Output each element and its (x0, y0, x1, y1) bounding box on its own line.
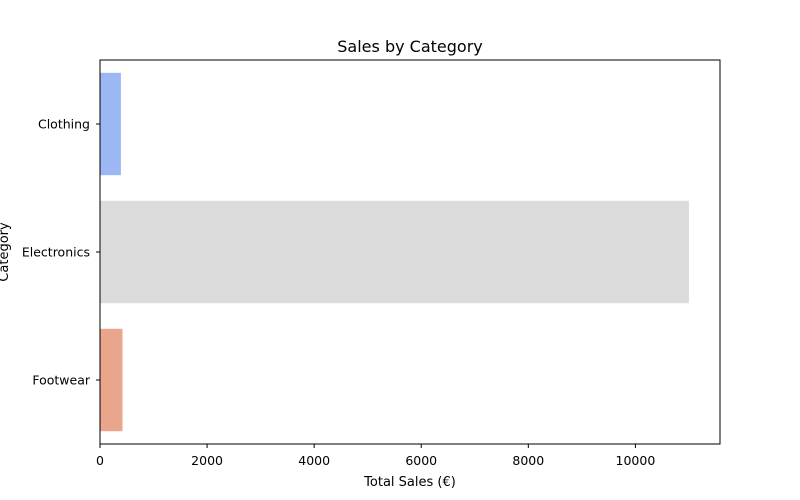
y-tick-label-electronics: Electronics (22, 245, 90, 260)
bar-footwear (100, 328, 123, 432)
y-tick-label-footwear: Footwear (32, 373, 91, 388)
x-tick-label: 8000 (512, 453, 544, 468)
x-tick-label: 2000 (191, 453, 223, 468)
x-tick-label: 4000 (298, 453, 330, 468)
bars-group (100, 72, 689, 432)
x-tick-label: 0 (96, 453, 104, 468)
x-tick-label: 10000 (616, 453, 656, 468)
chart-title: Sales by Category (337, 37, 482, 56)
y-axis-ticks: Clothing Electronics Footwear (22, 117, 100, 388)
y-axis-label: Category (0, 222, 12, 282)
bar-clothing (100, 72, 121, 176)
bar-electronics (100, 200, 689, 304)
x-axis-label: Total Sales (€) (363, 475, 456, 490)
y-tick-label-clothing: Clothing (38, 117, 90, 132)
x-tick-label: 6000 (405, 453, 437, 468)
plot-frame (99, 59, 721, 445)
x-axis-ticks: 0 2000 4000 6000 8000 10000 (96, 444, 655, 468)
